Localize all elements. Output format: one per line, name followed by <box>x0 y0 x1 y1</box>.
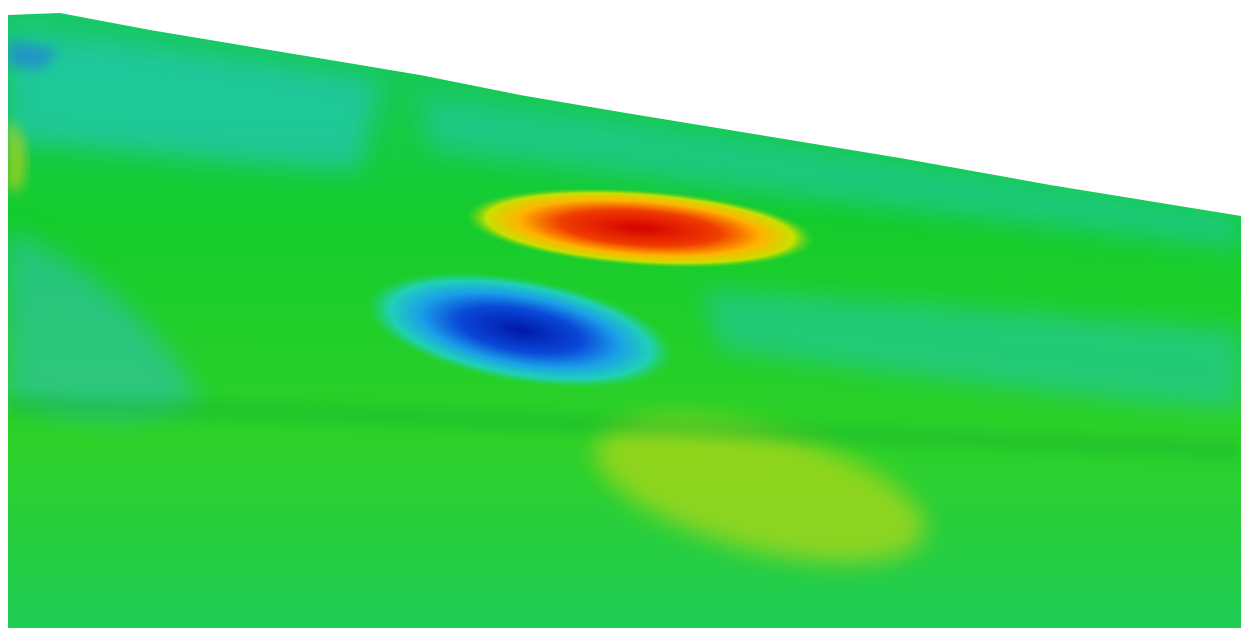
cyan-band <box>8 30 380 170</box>
yellow-patch <box>595 417 925 563</box>
blue-patch <box>8 40 60 70</box>
yellow-patch <box>8 120 26 190</box>
cyan-band <box>8 230 200 419</box>
cyan-band <box>700 290 1241 410</box>
shade-band <box>8 395 1241 460</box>
low-region <box>367 272 673 388</box>
high-region <box>465 188 815 268</box>
cyan-band <box>420 95 1241 250</box>
